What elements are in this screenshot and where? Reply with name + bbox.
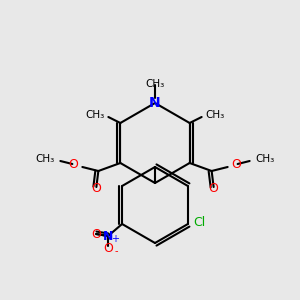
Text: N: N bbox=[103, 230, 113, 242]
Text: Cl: Cl bbox=[193, 216, 205, 229]
Text: O: O bbox=[103, 242, 113, 254]
Text: CH₃: CH₃ bbox=[146, 79, 165, 89]
Text: CH₃: CH₃ bbox=[256, 154, 275, 164]
Text: O: O bbox=[232, 158, 242, 172]
Text: O: O bbox=[91, 227, 101, 241]
Text: -: - bbox=[114, 246, 118, 256]
Text: CH₃: CH₃ bbox=[85, 110, 104, 120]
Text: CH₃: CH₃ bbox=[206, 110, 225, 120]
Text: O: O bbox=[68, 158, 78, 172]
Text: +: + bbox=[111, 234, 119, 244]
Text: O: O bbox=[92, 182, 101, 195]
Text: CH₃: CH₃ bbox=[35, 154, 54, 164]
Text: O: O bbox=[209, 182, 219, 195]
Text: N: N bbox=[149, 96, 161, 110]
